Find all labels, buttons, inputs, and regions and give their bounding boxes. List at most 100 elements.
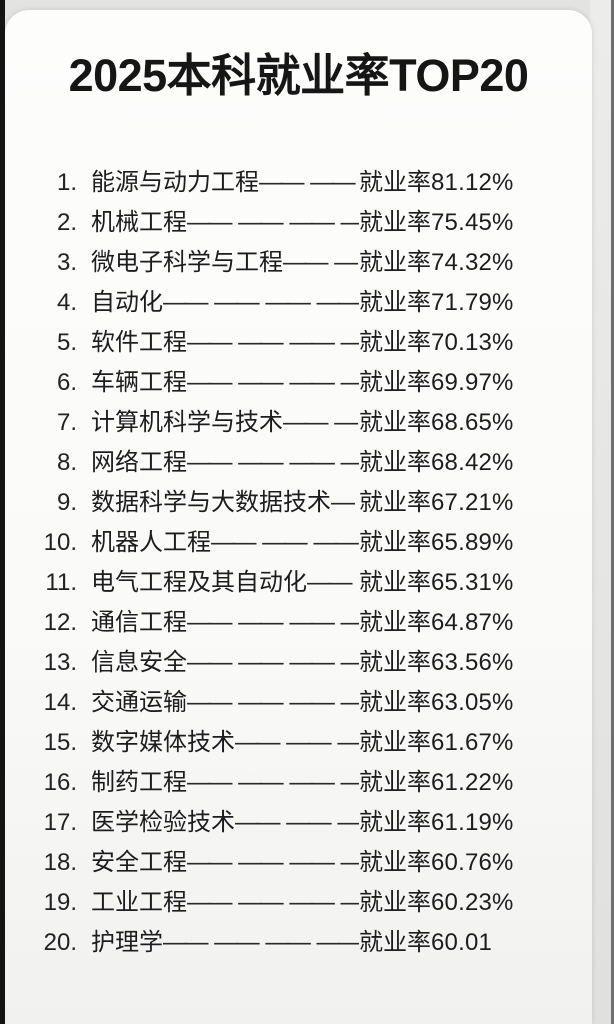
major-name: 护理学 [91,929,163,956]
rate-label: 就业率 [359,409,431,436]
dash-leader: —— —— —— —— [163,929,359,956]
major-and-leader: 信息安全—— —— —— — [91,643,359,683]
rank-number: 4. [56,289,77,316]
employment-rate: 就业率60.23% [359,883,514,923]
dash-leader: —— —— —— — [187,689,359,716]
major-and-leader: 数据科学与大数据技术— [91,483,359,523]
rate-value: 68.42% [431,449,514,476]
employment-rate: 就业率71.79% [359,283,514,323]
major-and-leader: 交通运输—— —— —— — [91,683,359,723]
dash-leader: —— —— —— — [187,609,359,636]
rank-number: 10. [43,529,77,556]
rate-label: 就业率 [359,569,431,596]
list-item: 2. 机械工程—— —— —— — 就业率75.45% [33,203,576,243]
rank-number: 19. [43,889,77,916]
rate-label: 就业率 [359,689,431,716]
dash-leader: —— — [283,409,358,436]
list-item: 14. 交通运输—— —— —— — 就业率63.05% [33,683,576,723]
rate-value: 81.12% [431,169,514,196]
employment-rate: 就业率60.76% [359,843,514,883]
major-and-leader: 医学检验技术—— —— — [91,803,359,843]
list-item: 19. 工业工程—— —— —— — 就业率60.23% [33,883,576,923]
rank-number: 2. [56,209,77,236]
employment-rate: 就业率63.05% [359,683,514,723]
major-name: 通信工程 [91,609,187,636]
rate-value: 68.65% [431,409,514,436]
major-name: 微电子科学与工程 [91,249,283,276]
rate-label: 就业率 [359,249,431,276]
rank-number: 8. [56,449,77,476]
major-name: 电气工程及其自动化 [91,569,307,596]
dash-leader: —— —— —— —— [163,289,359,316]
rate-value: 60.23% [431,889,514,916]
rank-number: 15. [43,729,77,756]
list-item: 13. 信息安全—— —— —— — 就业率63.56% [33,643,576,683]
rate-value: 63.05% [431,689,514,716]
list-item: 11. 电气工程及其自动化—— 就业率65.31% [33,563,576,603]
rate-value: 65.31% [431,569,514,596]
rate-value: 71.79% [431,289,514,316]
rate-value: 63.56% [431,649,514,676]
rank-number: 5. [56,329,77,356]
major-name: 机械工程 [91,209,187,236]
rank-number: 17. [43,809,77,836]
dash-leader: —— —— —— [211,529,359,556]
rate-label: 就业率 [359,289,431,316]
dash-leader: —— —— —— — [187,769,359,796]
major-and-leader: 电气工程及其自动化—— [91,563,359,603]
page-title: 2025本科就业率TOP20 [68,50,529,101]
list-item: 18. 安全工程—— —— —— — 就业率60.76% [33,843,576,883]
rate-label: 就业率 [359,729,431,756]
left-edge-bar [0,0,5,1024]
major-and-leader: 通信工程—— —— —— — [91,603,359,643]
rate-label: 就业率 [359,209,431,236]
rate-label: 就业率 [359,609,431,636]
dash-leader: —— —— —— — [187,889,359,916]
major-and-leader: 护理学—— —— —— —— [91,923,359,963]
list-item: 20. 护理学—— —— —— —— 就业率60.01 [33,923,576,963]
rate-label: 就业率 [359,929,431,956]
rank-number: 16. [43,769,77,796]
rate-value: 65.89% [431,529,514,556]
rate-label: 就业率 [359,489,431,516]
employment-rate: 就业率60.01 [359,923,492,963]
major-and-leader: 机器人工程—— —— —— [91,523,359,563]
list-item: 5. 软件工程—— —— —— — 就业率70.13% [33,323,576,363]
rank-number: 12. [43,609,77,636]
rate-value: 74.32% [431,249,514,276]
major-name: 安全工程 [91,849,187,876]
major-name: 数字媒体技术 [91,729,235,756]
employment-rate: 就业率75.45% [359,203,514,243]
major-and-leader: 能源与动力工程—— —— [91,163,359,203]
rate-label: 就业率 [359,529,431,556]
list-item: 17. 医学检验技术—— —— — 就业率61.19% [33,803,576,843]
rank-number: 14. [43,689,77,716]
major-name: 计算机科学与技术 [91,409,283,436]
right-edge-gutter [590,0,614,1024]
list-item: 10. 机器人工程—— —— —— 就业率65.89% [33,523,576,563]
employment-rate: 就业率61.22% [359,763,514,803]
rate-value: 61.19% [431,809,514,836]
rate-label: 就业率 [359,449,431,476]
major-name: 机器人工程 [91,529,211,556]
major-and-leader: 软件工程—— —— —— — [91,323,359,363]
dash-leader: —— —— —— — [187,369,359,396]
rate-value: 70.13% [431,329,514,356]
major-name: 数据科学与大数据技术 [91,489,331,516]
employment-rate: 就业率63.56% [359,643,514,683]
major-and-leader: 微电子科学与工程—— — [91,243,359,283]
list-item: 3. 微电子科学与工程—— — 就业率74.32% [33,243,576,283]
major-name: 自动化 [91,289,163,316]
rank-number: 7. [56,409,77,436]
employment-rate: 就业率67.21% [359,483,514,523]
dash-leader: —— —— [259,169,356,196]
employment-rate: 就业率64.87% [359,603,514,643]
ranking-list: 1. 能源与动力工程—— —— 就业率81.12% 2. 机械工程—— —— —… [5,163,592,963]
major-and-leader: 车辆工程—— —— —— — [91,363,359,403]
dash-leader: —— —— — [235,729,359,756]
list-item: 8. 网络工程—— —— —— — 就业率68.42% [33,443,576,483]
rate-value: 69.97% [431,369,514,396]
list-item: 12. 通信工程—— —— —— — 就业率64.87% [33,603,576,643]
rank-number: 3. [56,249,77,276]
dash-leader: —— — [283,249,358,276]
